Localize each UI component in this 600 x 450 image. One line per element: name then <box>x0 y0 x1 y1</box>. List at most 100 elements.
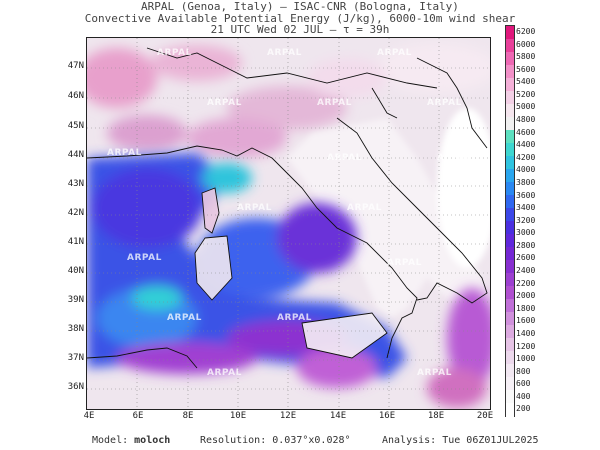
lon-label: 4E <box>83 411 95 421</box>
colorbar-tick-label: 4600 <box>516 127 536 137</box>
colorbar-tick-label: 1000 <box>516 354 536 364</box>
colorbar-segment <box>506 312 514 326</box>
north-africa-coast <box>87 347 198 369</box>
watermark: ARPAL <box>207 368 242 378</box>
colorbar-tick-label: 5000 <box>516 102 536 112</box>
cape-map <box>87 38 490 409</box>
colorbar-segment <box>506 325 514 339</box>
lon-label: 14E <box>329 411 347 421</box>
colorbar-segment <box>506 390 514 404</box>
analysis-value: Tue 06Z01JUL2025 <box>442 435 539 446</box>
sicily-coast <box>301 312 388 359</box>
colorbar-tick-label: 5800 <box>516 52 536 62</box>
resolution-value: 0.037°x0.028° <box>272 435 351 446</box>
colorbar-segment <box>506 78 514 92</box>
colorbar-segment <box>506 65 514 79</box>
watermark: ARPAL <box>427 98 462 108</box>
watermark: ARPAL <box>347 203 382 213</box>
colorbar-tick-label: 5400 <box>516 77 536 87</box>
adriatic-east-coast <box>416 57 488 149</box>
resolution-label: Resolution: <box>200 435 267 446</box>
colorbar-segment <box>506 338 514 352</box>
colorbar-tick-label: 6200 <box>516 27 536 36</box>
colorbar-tick-label: 3400 <box>516 203 536 213</box>
lat-label: 43N <box>67 179 84 189</box>
colorbar-tick-label: 1800 <box>516 303 536 313</box>
lat-label: 39N <box>67 295 84 305</box>
colorbar-segment <box>506 260 514 274</box>
lat-label: 40N <box>67 266 84 276</box>
colorbar-tick-label: 200 <box>516 404 531 414</box>
watermark: ARPAL <box>327 153 362 163</box>
lat-label: 38N <box>67 324 84 334</box>
colorbar-tick-label: 3200 <box>516 215 536 225</box>
colorbar-tick-label: 600 <box>516 379 531 389</box>
colorbar-segment <box>506 221 514 235</box>
colorbar-segment <box>506 364 514 378</box>
model-value: moloch <box>134 435 171 446</box>
colorbar-segment <box>506 351 514 365</box>
colorbar-segment <box>506 104 514 118</box>
lon-label: 20E <box>476 411 494 421</box>
colorbar-segment <box>506 39 514 53</box>
colorbar-tick-label: 3600 <box>516 190 536 200</box>
colorbar-segment <box>506 234 514 248</box>
watermark: ARPAL <box>437 153 472 163</box>
colorbar-tick-label: 4800 <box>516 115 536 125</box>
colorbar-tick-label: 1400 <box>516 328 536 338</box>
watermark: ARPAL <box>377 48 412 58</box>
lat-label: 45N <box>67 121 84 131</box>
colorbar-segment <box>506 286 514 300</box>
colorbar-segment <box>506 143 514 157</box>
watermark: ARPAL <box>387 258 422 268</box>
islands-shading <box>195 188 387 358</box>
italy-mainland-shading <box>287 108 490 318</box>
lat-label: 42N <box>67 208 84 218</box>
colorbar-tick-label: 2400 <box>516 266 536 276</box>
colorbar-tick-label: 1600 <box>516 316 536 326</box>
colorbar-segment <box>506 247 514 261</box>
colorbar-tick-label: 3800 <box>516 177 536 187</box>
model-label: Model: <box>92 435 129 446</box>
watermark: ARPAL <box>237 203 272 213</box>
colorbar-tick-label: 6000 <box>516 39 536 49</box>
colorbar-segment <box>506 130 514 144</box>
colorbar-tick-label: 4000 <box>516 165 536 175</box>
watermark: ARPAL <box>157 48 192 58</box>
chart-header: ARPAL (Genoa, Italy) – ISAC-CNR (Bologna… <box>0 0 600 36</box>
colorbar-tick-label: 800 <box>516 366 531 376</box>
sardinia-coast <box>194 235 233 301</box>
colorbar-tick-label: 2000 <box>516 291 536 301</box>
watermark: ARPAL <box>267 48 302 58</box>
lat-label: 44N <box>67 150 84 160</box>
analysis-label: Analysis: <box>382 435 437 446</box>
colorbar-segment <box>506 52 514 66</box>
lat-label: 46N <box>67 91 84 101</box>
lon-label: 18E <box>427 411 445 421</box>
colorbar-tick-label: 2600 <box>516 253 536 263</box>
lon-label: 12E <box>279 411 297 421</box>
lon-label: 16E <box>378 411 396 421</box>
watermark: ARPAL <box>127 253 162 263</box>
lon-label: 8E <box>182 411 194 421</box>
colorbar-tick-label: 400 <box>516 391 531 401</box>
watermark: ARPAL <box>417 368 452 378</box>
watermark: ARPAL <box>207 98 242 108</box>
istria-coast <box>371 87 398 119</box>
map-panel: ARPAL ARPAL ARPAL ARPAL ARPAL ARPAL ARPA… <box>86 37 491 410</box>
colorbar-tick-label: 5600 <box>516 64 536 74</box>
watermark: ARPAL <box>167 313 202 323</box>
colorbar-tick-label: 3000 <box>516 228 536 238</box>
lat-label: 47N <box>67 61 84 71</box>
header-field-title: Convective Available Potential Energy (J… <box>84 11 516 25</box>
colorbar-segment <box>506 182 514 196</box>
colorbar-segment <box>506 169 514 183</box>
colorbar-segment <box>506 403 514 417</box>
colorbar <box>505 25 515 417</box>
italy-east-coast <box>336 117 488 304</box>
colorbar-segment <box>506 299 514 313</box>
colorbar-tick-label: 4400 <box>516 140 536 150</box>
watermark: ARPAL <box>277 313 312 323</box>
lon-label: 10E <box>229 411 247 421</box>
alpine-border <box>146 47 438 89</box>
